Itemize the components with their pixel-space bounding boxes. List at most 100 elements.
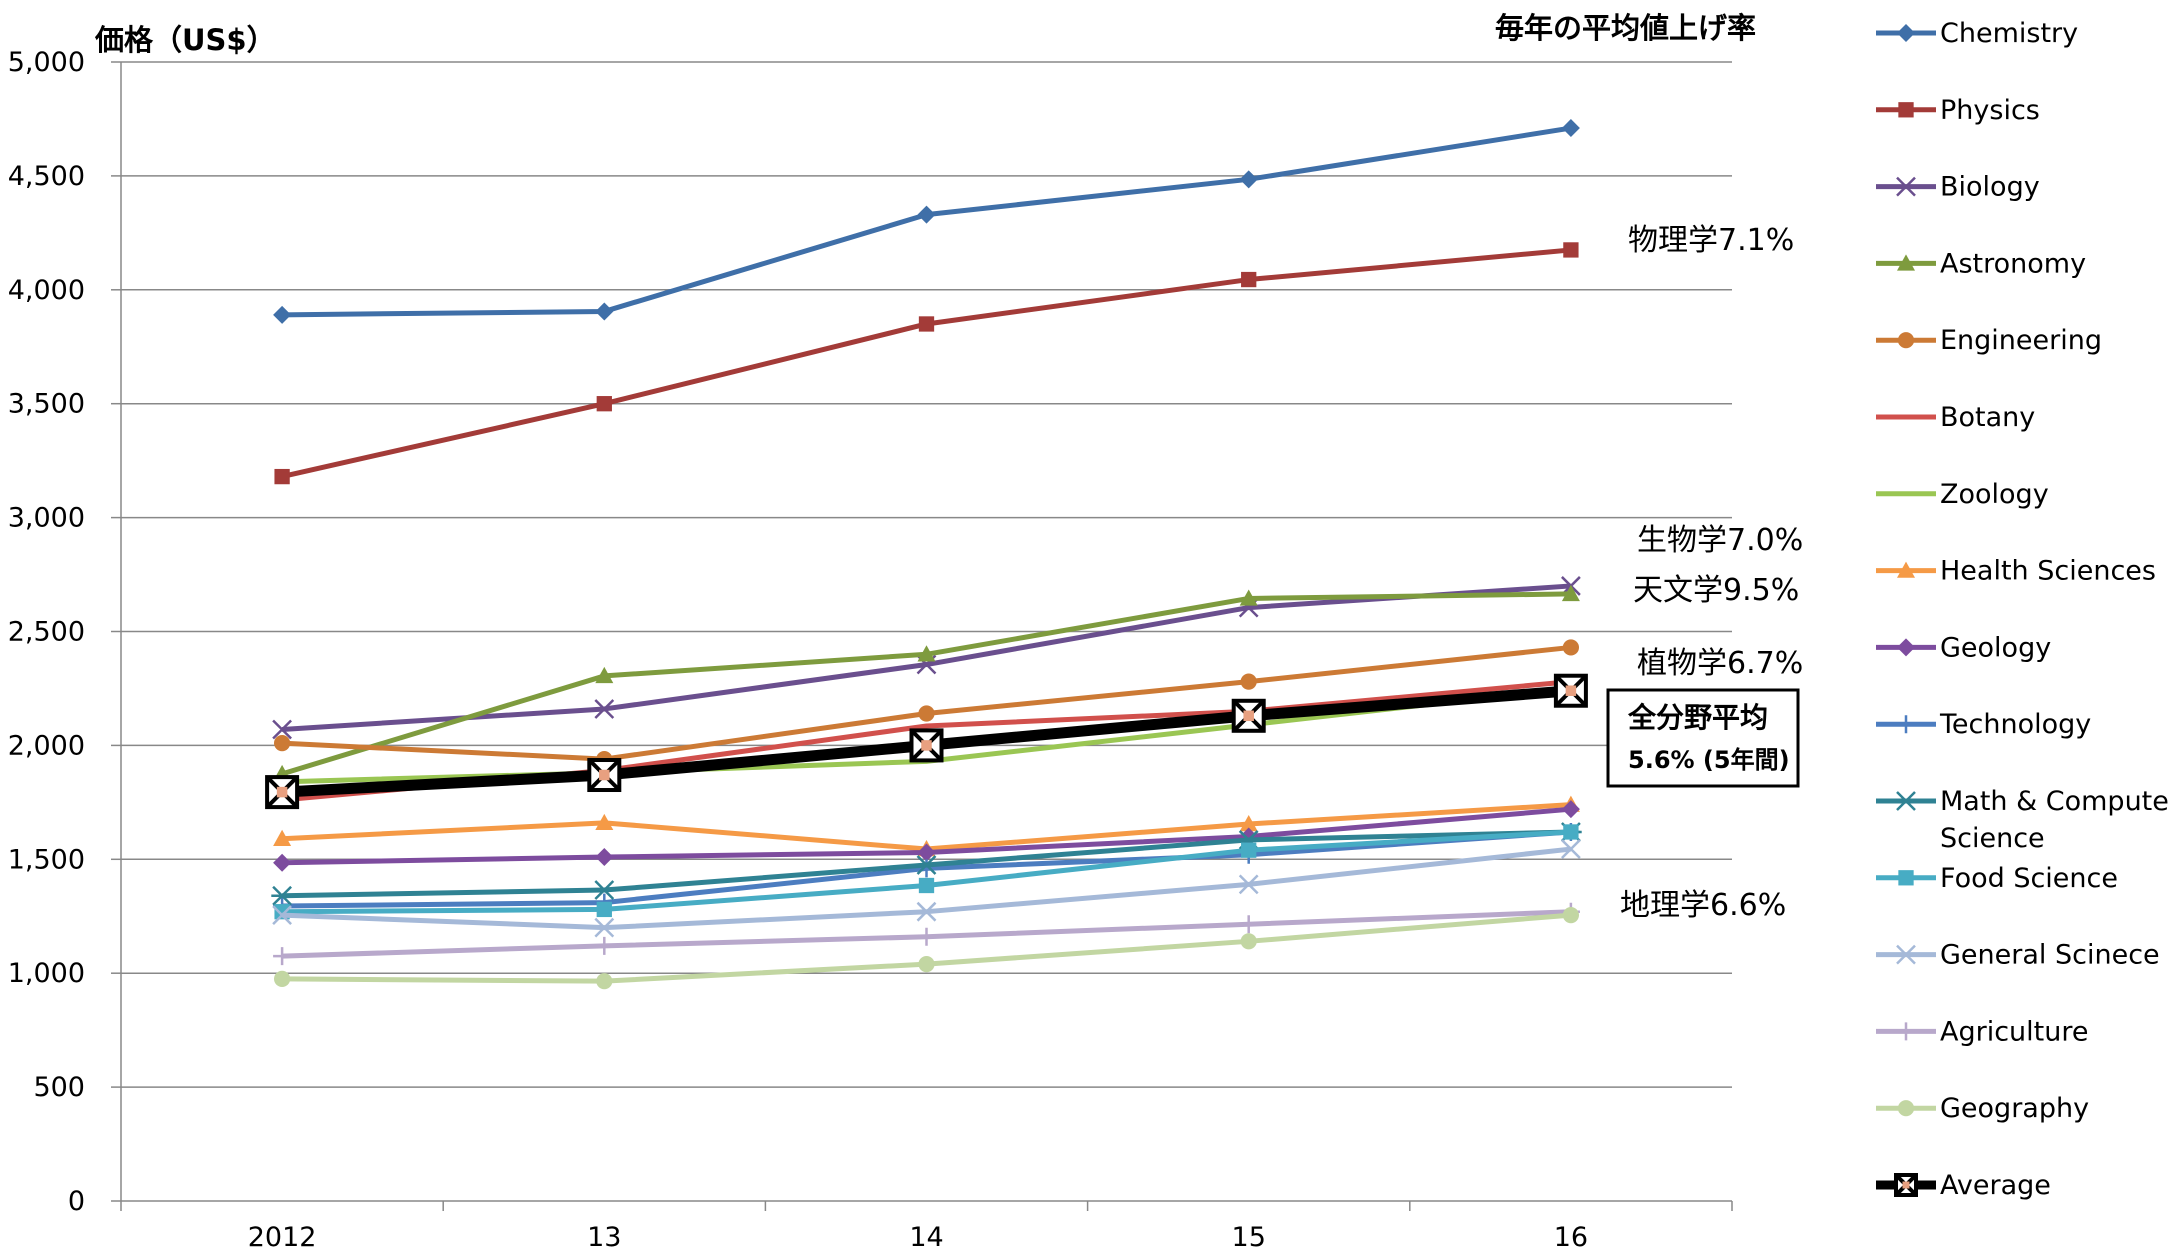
legend-item: Chemistry — [1876, 18, 2078, 49]
y-tick-label: 2,500 — [8, 617, 85, 648]
data-point — [273, 947, 292, 966]
series-average — [265, 673, 1588, 810]
legend-item: Geography — [1876, 1093, 2089, 1124]
annotation-average-line2: 5.6% (5年間) — [1628, 746, 1790, 774]
y-axis: 0 500 1,000 1,500 2,000 2,500 3,000 3,500 4,000 4… — [8, 47, 122, 1217]
data-point — [1563, 242, 1579, 258]
data-point — [594, 699, 615, 719]
data-point — [595, 813, 614, 831]
legend-swatch-marker — [1894, 1173, 1918, 1197]
data-point — [918, 877, 935, 894]
legend-item: Engineering — [1876, 325, 2102, 356]
legend-swatch-marker — [1897, 561, 1915, 578]
data-point — [1239, 589, 1258, 606]
data-point — [271, 885, 293, 906]
y-axis-label: 価格（US$） — [94, 23, 276, 57]
annotation-botany: 植物学6.7% — [1637, 646, 1803, 681]
legend-item: Botany — [1876, 402, 2035, 433]
legend-label: Food Science — [1940, 863, 2118, 894]
legend-swatch-marker — [1897, 715, 1915, 734]
data-point — [272, 719, 292, 740]
legend-label: Engineering — [1940, 325, 2102, 356]
data-point — [1553, 673, 1588, 708]
data-point — [273, 305, 292, 324]
legend-label: Average — [1940, 1170, 2051, 1201]
data-point — [1231, 698, 1266, 733]
series-food-science — [274, 824, 1579, 920]
data-point — [1561, 800, 1580, 819]
data-point — [909, 728, 944, 763]
data-point — [595, 666, 614, 684]
x-tick-label: 16 — [1554, 1222, 1588, 1253]
annotation-biology: 生物学7.0% — [1637, 523, 1803, 558]
x-tick-label: 13 — [587, 1222, 621, 1253]
data-point — [917, 927, 936, 946]
data-point — [1239, 170, 1258, 189]
data-point — [265, 775, 300, 810]
data-point — [595, 848, 614, 867]
legend-swatch-marker — [1897, 1100, 1915, 1117]
data-point — [1562, 907, 1579, 924]
data-point — [274, 970, 291, 987]
series-biology — [272, 576, 1581, 740]
data-point — [1239, 915, 1258, 934]
data-point — [916, 901, 937, 922]
data-point — [594, 917, 615, 938]
series-geology — [273, 800, 1580, 872]
legend-item: Zoology — [1876, 479, 2049, 510]
legend-label: Physics — [1940, 95, 2040, 126]
data-point — [273, 829, 292, 846]
legend-swatch-marker — [1897, 1022, 1915, 1041]
legend: Chemistry Physics Biology Astronomy Engineer… — [1876, 18, 2170, 1201]
y-tick-label: 0 — [68, 1186, 85, 1217]
data-point — [595, 302, 614, 321]
annotation-physics: 物理学7.1% — [1628, 223, 1794, 258]
series-physics — [274, 242, 1579, 485]
data-point — [918, 705, 935, 722]
legend-item: Average — [1876, 1170, 2051, 1201]
y-tick-label: 4,500 — [8, 161, 85, 192]
data-point — [917, 843, 936, 862]
series-lines — [265, 119, 1588, 990]
data-point — [272, 905, 292, 925]
data-point — [917, 859, 936, 878]
legend-item: Technology — [1876, 709, 2091, 740]
y-tick-label: 1,500 — [8, 844, 85, 875]
legend-label-cont: Science — [1940, 823, 2045, 854]
legend-swatch-marker — [1898, 102, 1914, 118]
annotation-geography: 地理学6.6% — [1620, 888, 1786, 923]
legend-label: Geology — [1940, 632, 2051, 663]
series-chemistry — [273, 119, 1580, 324]
data-point — [1240, 933, 1257, 950]
data-point — [1239, 814, 1258, 832]
data-point — [596, 901, 612, 918]
legend-label: Technology — [1939, 709, 2091, 740]
data-point — [1561, 839, 1581, 859]
legend-label: Astronomy — [1940, 248, 2086, 279]
series-general-scinece — [272, 839, 1581, 938]
x-tick-label: 2012 — [248, 1222, 317, 1253]
legend-label: Botany — [1940, 402, 2035, 433]
data-point — [1240, 673, 1257, 690]
legend-label: Math & Computer — [1940, 786, 2170, 817]
data-point — [273, 853, 292, 872]
legend-label: Chemistry — [1940, 18, 2078, 49]
data-point — [587, 758, 622, 793]
legend-swatch-marker — [1895, 791, 1917, 811]
legend-label: Biology — [1940, 172, 2040, 203]
legend-label: Health Sciences — [1940, 556, 2156, 587]
annotation-average-line1: 全分野平均 — [1627, 701, 1768, 734]
data-point — [918, 316, 935, 332]
legend-swatch-marker — [1896, 944, 1916, 965]
legend-label: General Scinece — [1940, 940, 2160, 971]
y-tick-label: 1,000 — [8, 958, 85, 989]
legend-item: Health Sciences — [1876, 556, 2156, 587]
legend-swatch-marker — [1898, 870, 1914, 886]
y-tick-label: 5,000 — [8, 47, 85, 78]
legend-swatch-marker — [1897, 332, 1915, 349]
data-point — [917, 205, 936, 224]
legend-swatch-marker — [1896, 176, 1916, 197]
data-point — [274, 468, 290, 485]
average-annotation-box — [1606, 688, 1800, 788]
